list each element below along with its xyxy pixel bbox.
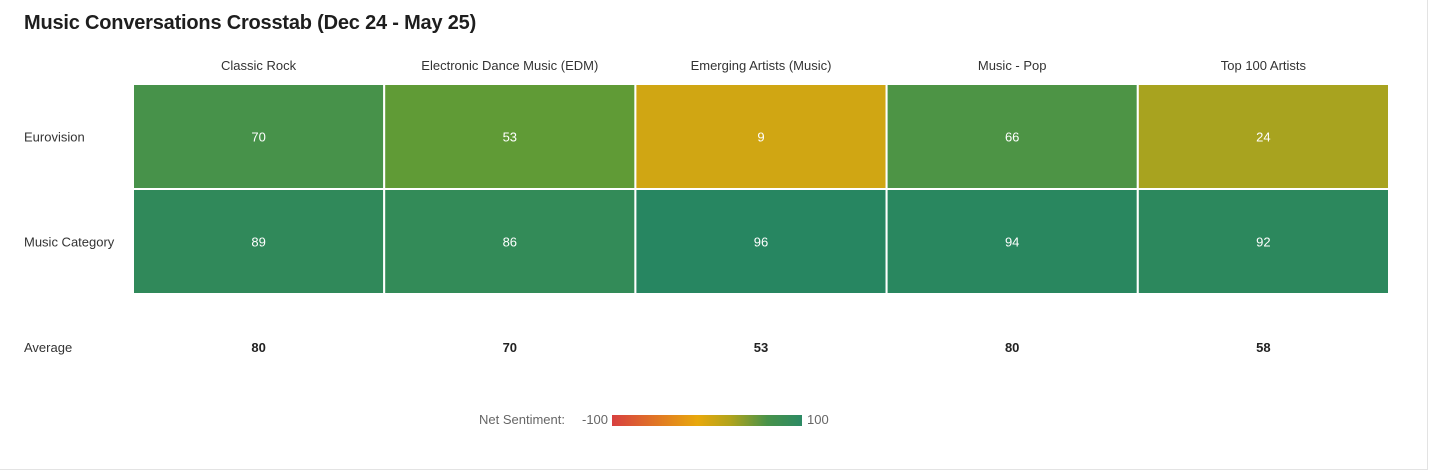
- average-value: 80: [251, 340, 265, 355]
- cell-value-label: 86: [503, 235, 517, 250]
- cell-value-label: 92: [1256, 235, 1270, 250]
- cell-value-label: 70: [251, 130, 265, 145]
- legend: Net Sentiment: -100 100: [0, 410, 1430, 430]
- average-value: 58: [1256, 340, 1270, 355]
- cell-value-label: 9: [757, 130, 764, 145]
- cell-value-label: 24: [1256, 130, 1270, 145]
- column-header: Classic Rock: [221, 58, 297, 73]
- heatmap-chart: Classic Rock Electronic Dance Music (EDM)…: [0, 0, 1430, 400]
- column-header: Electronic Dance Music (EDM): [421, 58, 598, 73]
- average-value: 70: [503, 340, 517, 355]
- row-label: Music Category: [24, 235, 115, 250]
- legend-max-label: 100: [807, 412, 829, 427]
- cell-value-label: 94: [1005, 235, 1019, 250]
- legend-title: Net Sentiment:: [479, 412, 565, 427]
- column-header: Top 100 Artists: [1221, 58, 1307, 73]
- cell-value-label: 53: [503, 130, 517, 145]
- average-value: 80: [1005, 340, 1019, 355]
- legend-min-label: -100: [582, 412, 608, 427]
- legend-color-scale: [612, 415, 802, 426]
- cell-value-label: 89: [251, 235, 265, 250]
- column-header: Emerging Artists (Music): [691, 58, 832, 73]
- average-value: 53: [754, 340, 768, 355]
- average-row-label: Average: [24, 340, 72, 355]
- cell-value-label: 66: [1005, 130, 1019, 145]
- row-label: Eurovision: [24, 130, 85, 145]
- column-header: Music - Pop: [978, 58, 1047, 73]
- cell-value-label: 96: [754, 235, 768, 250]
